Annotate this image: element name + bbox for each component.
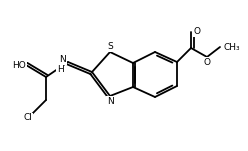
Text: O: O — [193, 27, 200, 37]
Text: N: N — [107, 97, 113, 106]
Text: S: S — [107, 42, 113, 51]
Text: H: H — [57, 64, 63, 74]
Text: O: O — [204, 58, 211, 67]
Text: HO: HO — [12, 61, 26, 69]
Text: CH₃: CH₃ — [223, 42, 240, 51]
Text: N: N — [59, 56, 66, 64]
Text: Cl: Cl — [24, 114, 32, 122]
